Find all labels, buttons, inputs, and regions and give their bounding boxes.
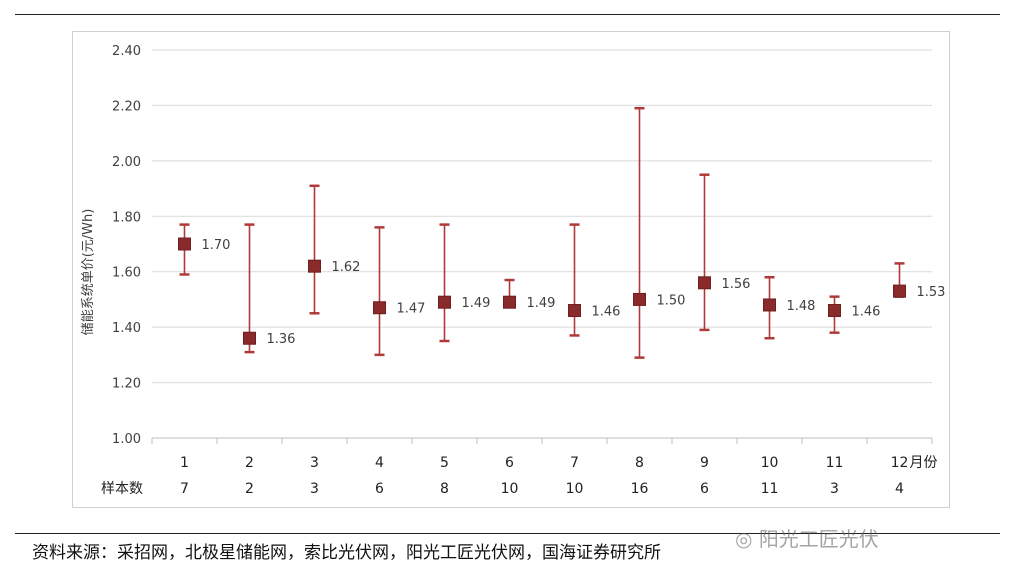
y-tick-label: 2.40 [112,44,141,59]
average-marker [698,276,711,290]
value-label: 1.56 [722,277,751,292]
value-label: 1.48 [787,299,816,314]
value-label: 1.36 [267,332,296,347]
y-axis-title: 储能系统单价(元/Wh) [81,209,96,336]
chart-frame [72,31,950,508]
bottom-rule [15,533,1000,534]
sample-count: 6 [700,481,709,497]
sample-count: 3 [310,481,319,497]
x-category-label: 8 [635,455,644,471]
sample-count: 3 [830,481,839,497]
y-tick-label: 1.40 [112,321,141,336]
sample-count: 10 [566,481,584,497]
sample-count: 4 [895,481,904,497]
value-label: 1.49 [462,296,491,311]
x-category-label: 2 [245,455,254,471]
average-marker [633,292,646,306]
watermark: ◎ 阳光工匠光伏 [735,523,879,552]
average-marker [763,298,776,312]
top-rule [15,14,1000,15]
sample-count: 8 [440,481,449,497]
y-tick-label: 1.60 [112,266,141,281]
x-category-label: 12 [891,455,909,471]
average-marker [438,295,451,309]
x-category-label: 10 [761,455,779,471]
y-tick-label: 2.20 [112,99,141,114]
value-label: 1.62 [332,260,361,275]
value-label: 1.46 [592,305,621,320]
x-category-label: 11 [826,455,844,471]
average-marker [373,301,386,315]
average-marker [178,237,191,251]
value-label: 1.47 [397,302,426,317]
value-label: 1.49 [527,296,556,311]
x-category-label: 5 [440,455,449,471]
source-note: 资料来源：采招网，北极星储能网，索比光伏网，阳光工匠光伏网，国海证券研究所 [32,543,661,563]
y-tick-label: 1.20 [112,377,141,392]
sample-count: 6 [375,481,384,497]
sample-count: 11 [761,481,779,497]
average-marker [243,331,256,345]
wechat-icon: ◎ [735,527,753,551]
value-label: 1.70 [202,238,231,253]
watermark-text: 阳光工匠光伏 [758,527,879,551]
average-marker [568,304,581,318]
x-category-label: 7 [570,455,579,471]
x-category-label: 4 [375,455,384,471]
value-label: 1.46 [852,305,881,320]
y-tick-label: 1.00 [112,432,141,447]
x-unit-label: 月份 [910,455,938,471]
x-category-label: 9 [700,455,709,471]
x-category-label: 1 [180,455,189,471]
average-marker [503,295,516,309]
value-label: 1.50 [657,293,686,308]
x-category-label: 3 [310,455,319,471]
sample-count: 10 [501,481,519,497]
sample-count: 2 [245,481,254,497]
average-marker [828,304,841,318]
sample-count: 7 [180,481,189,497]
average-marker [893,284,906,298]
sample-row-label: 样本数 [101,481,143,497]
x-category-label: 6 [505,455,514,471]
sample-count: 16 [631,481,649,497]
y-tick-label: 1.80 [112,210,141,225]
y-tick-label: 2.00 [112,155,141,170]
average-marker [308,259,321,273]
value-label: 1.53 [917,285,946,300]
